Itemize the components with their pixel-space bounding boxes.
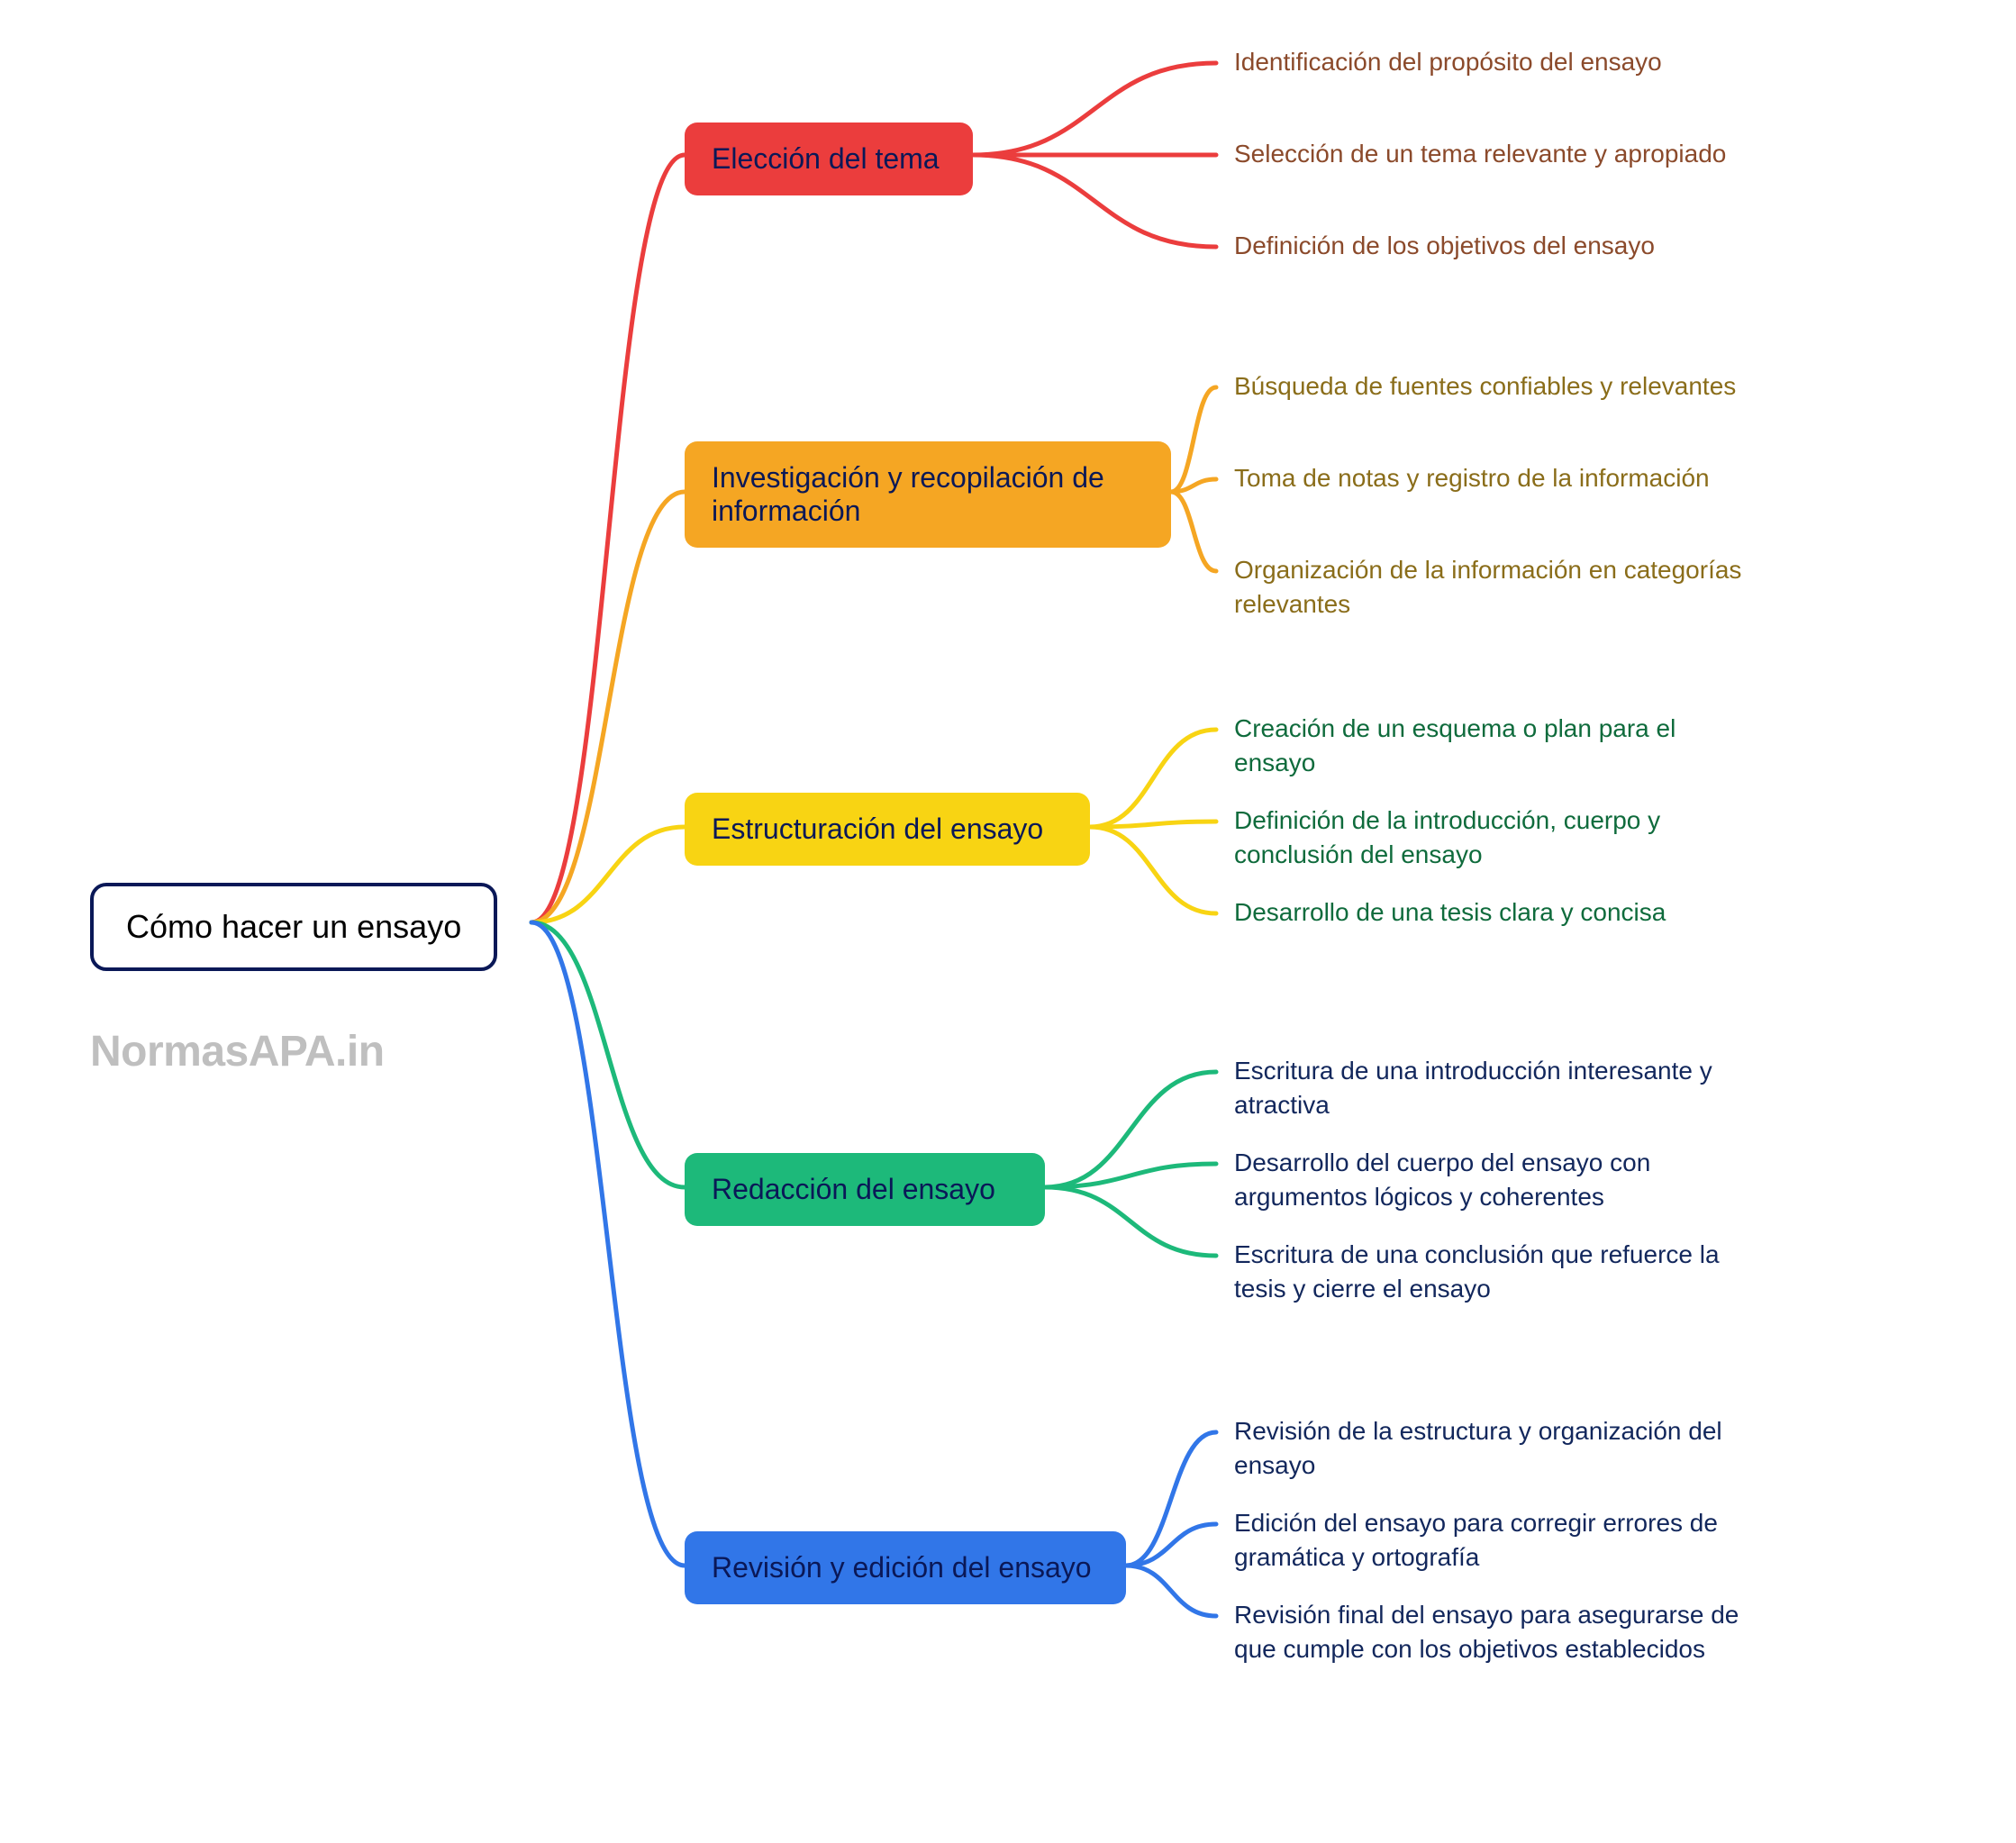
leaf-node: Escritura de una introducción interesant… — [1234, 1054, 1757, 1122]
leaf-node: Búsqueda de fuentes confiables y relevan… — [1234, 369, 1736, 404]
leaf-label: Selección de un tema relevante y apropia… — [1234, 140, 1726, 168]
leaf-label: Revisión final del ensayo para asegurars… — [1234, 1601, 1739, 1663]
leaf-node: Toma de notas y registro de la informaci… — [1234, 461, 1710, 495]
branch-node: Revisión y edición del ensayo — [685, 1531, 1126, 1604]
leaf-node: Identificación del propósito del ensayo — [1234, 45, 1662, 79]
leaf-label: Toma de notas y registro de la informaci… — [1234, 464, 1710, 492]
leaf-node: Definición de los objetivos del ensayo — [1234, 229, 1655, 263]
leaf-node: Edición del ensayo para corregir errores… — [1234, 1506, 1757, 1575]
leaf-label: Revisión de la estructura y organización… — [1234, 1417, 1722, 1479]
leaf-label: Definición de la introducción, cuerpo y … — [1234, 806, 1660, 868]
leaf-node: Escritura de una conclusión que refuerce… — [1234, 1238, 1757, 1306]
branch-label: Estructuración del ensayo — [712, 813, 1043, 845]
leaf-node: Selección de un tema relevante y apropia… — [1234, 137, 1726, 171]
leaf-label: Escritura de una introducción interesant… — [1234, 1057, 1712, 1119]
branch-label: Redacción del ensayo — [712, 1173, 995, 1205]
leaf-node: Definición de la introducción, cuerpo y … — [1234, 803, 1757, 872]
leaf-label: Desarrollo de una tesis clara y concisa — [1234, 898, 1666, 926]
leaf-label: Edición del ensayo para corregir errores… — [1234, 1509, 1718, 1571]
leaf-label: Identificación del propósito del ensayo — [1234, 48, 1662, 76]
leaf-label: Desarrollo del cuerpo del ensayo con arg… — [1234, 1148, 1650, 1211]
leaf-node: Organización de la información en catego… — [1234, 553, 1757, 622]
leaf-node: Desarrollo de una tesis clara y concisa — [1234, 895, 1666, 930]
leaf-node: Desarrollo del cuerpo del ensayo con arg… — [1234, 1146, 1757, 1214]
leaf-label: Organización de la información en catego… — [1234, 556, 1741, 618]
leaf-label: Creación de un esquema o plan para el en… — [1234, 714, 1675, 776]
branch-label: Elección del tema — [712, 142, 940, 175]
branch-node: Investigación y recopilación de informac… — [685, 441, 1171, 548]
leaf-node: Revisión final del ensayo para asegurars… — [1234, 1598, 1757, 1666]
branch-label: Investigación y recopilación de informac… — [712, 461, 1104, 527]
mindmap-container: Cómo hacer un ensayo NormasAPA.in Elecci… — [36, 36, 1980, 1807]
root-label: Cómo hacer un ensayo — [126, 908, 461, 945]
leaf-label: Definición de los objetivos del ensayo — [1234, 232, 1655, 259]
leaf-node: Creación de un esquema o plan para el en… — [1234, 712, 1757, 780]
leaf-node: Revisión de la estructura y organización… — [1234, 1414, 1757, 1483]
branch-node: Elección del tema — [685, 123, 973, 195]
branch-label: Revisión y edición del ensayo — [712, 1551, 1092, 1584]
root-node: Cómo hacer un ensayo — [90, 883, 497, 971]
leaf-label: Escritura de una conclusión que refuerce… — [1234, 1240, 1720, 1303]
watermark: NormasAPA.in — [90, 1027, 385, 1076]
branch-node: Estructuración del ensayo — [685, 793, 1090, 866]
branch-node: Redacción del ensayo — [685, 1153, 1045, 1226]
leaf-label: Búsqueda de fuentes confiables y relevan… — [1234, 372, 1736, 400]
